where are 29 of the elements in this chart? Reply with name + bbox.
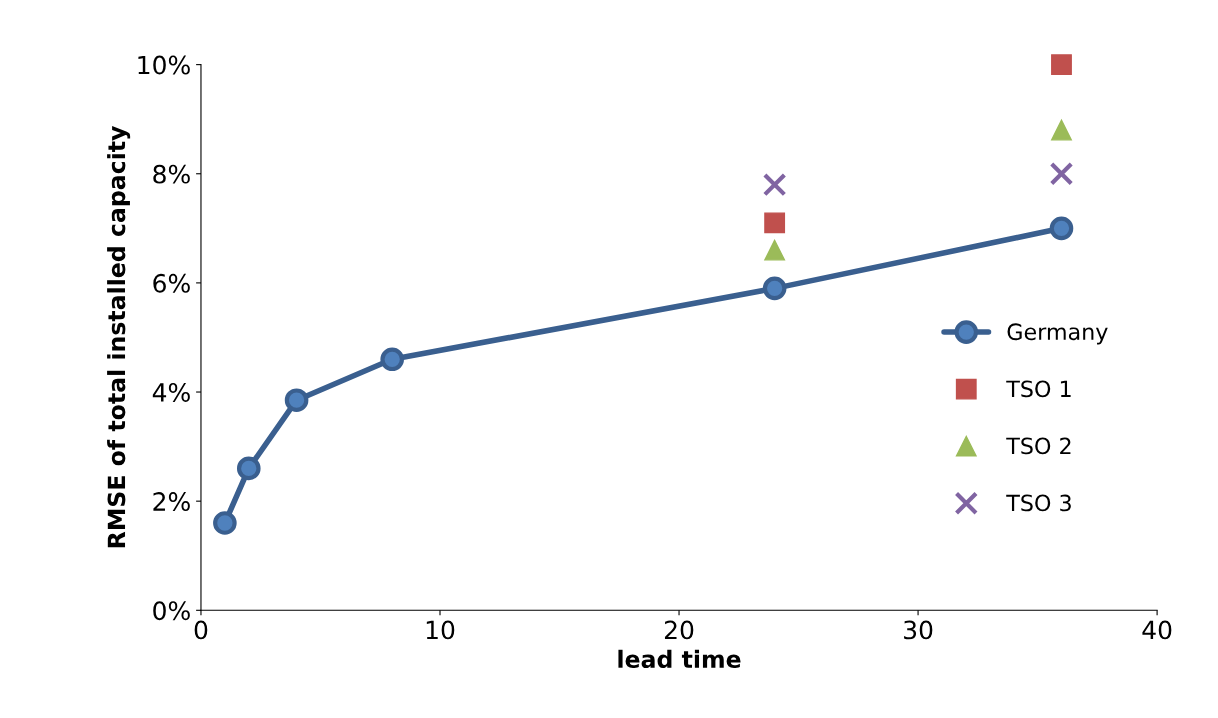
point: [236, 456, 261, 481]
point: [762, 276, 787, 301]
point: [1049, 216, 1074, 241]
point: [1049, 161, 1074, 186]
point: [764, 239, 786, 261]
point: [762, 172, 787, 197]
y-tick-label: 2%: [153, 492, 190, 512]
x-tick-label: 0: [194, 620, 208, 640]
point: [380, 347, 405, 372]
x-axis-title: lead time: [618, 649, 741, 669]
x-tick-label: 20: [664, 620, 694, 640]
y-tick-label: 6%: [153, 273, 190, 293]
point: [284, 388, 309, 413]
legend-label: Germany: [1007, 323, 1108, 345]
point: [1051, 54, 1072, 76]
point: [1051, 119, 1072, 141]
legend-label: TSO 1: [1006, 380, 1071, 398]
y-tick-label: 0%: [153, 601, 190, 621]
point: [764, 212, 786, 234]
legend-label: TSO 2: [1006, 437, 1071, 455]
x-tick-label: 40: [1142, 620, 1172, 640]
x-tick-label: 30: [904, 620, 933, 640]
point: [213, 511, 237, 535]
legend-label: TSO 3: [1006, 494, 1071, 512]
y-tick-label: 4%: [152, 382, 190, 402]
y-tick-label: 8%: [153, 164, 190, 184]
y-axis-title: RMSE of total installed capacity: [107, 125, 131, 548]
x-tick-label: 10: [426, 620, 455, 640]
y-tick-label: 10%: [138, 55, 190, 75]
